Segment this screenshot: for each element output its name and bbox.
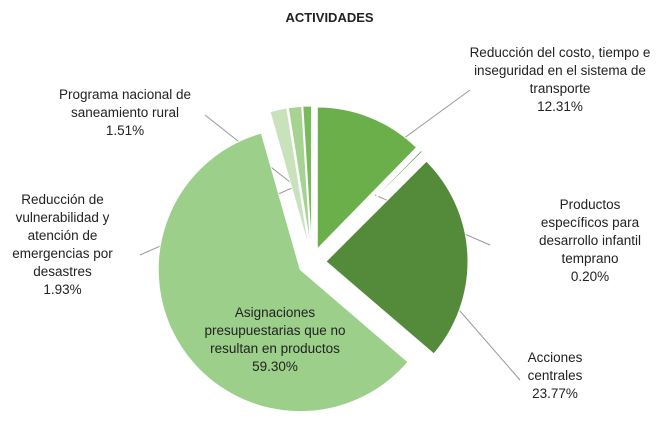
data-label: Reducción de vulnerabilidad y atención d… [0,191,125,299]
value-label: 23.77% [532,386,578,401]
value-label: 1.93% [43,282,82,297]
category-label: Programa nacional de saneamiento rural [58,87,192,120]
pie-slice [325,160,469,355]
category-label: Reducción de vulnerabilidad y atención d… [12,192,113,279]
pie-slice [269,107,310,249]
value-label: 0.20% [570,269,610,284]
value-label: 1.51% [105,123,145,138]
data-label: Acciones centrales 23.77% [510,349,600,403]
chart-title: ACTIVIDADES [285,10,374,25]
category-label: Productos específicos para desarrollo in… [538,197,642,266]
value-label: 59.30% [252,359,298,374]
category-label: Acciones centrales [527,350,583,383]
data-label: Productos específicos para desarrollo in… [525,196,655,286]
pie-slice [157,132,409,412]
data-label: Reducción del costo, tiempo e insegurida… [455,44,659,116]
value-label: 12.31% [537,99,583,114]
pie-slice [302,105,313,249]
pie-slice [316,106,418,251]
category-label: Asignaciones presupuestarias que no resu… [204,305,346,356]
category-label: Reducción del costo, tiempo e insegurida… [469,45,651,96]
data-label: Programa nacional de saneamiento rural 1.… [30,86,220,140]
pie-slice [287,105,311,249]
data-label: Asignaciones presupuestarias que no resu… [200,304,350,376]
pie-slice [321,149,424,253]
